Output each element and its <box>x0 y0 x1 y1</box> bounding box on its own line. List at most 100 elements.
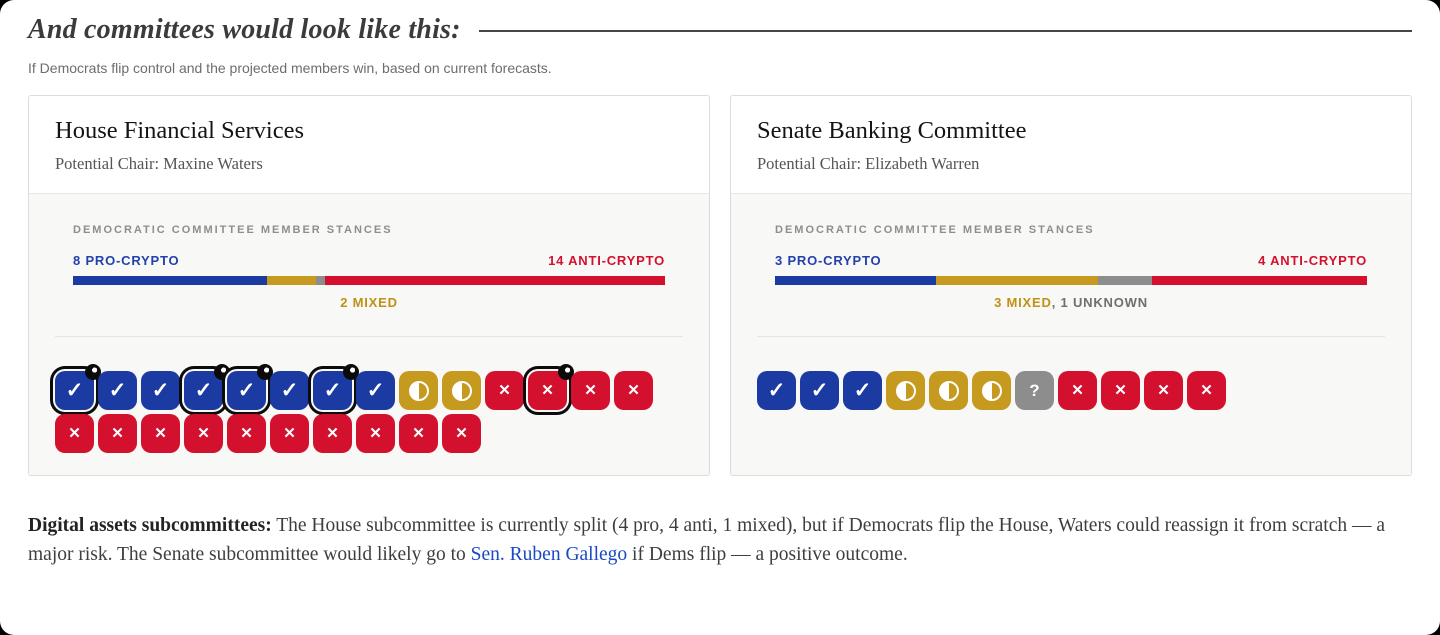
page-title: And committees would look like this: <box>28 14 461 45</box>
bar-segment-unknown <box>315 276 326 286</box>
bar-segment-mixed <box>936 276 1098 286</box>
member-grid: ✓ ✓ ✓ ✓ ✓ ✓ ✓ ✓ ✕ ✕ ✕ ✕ ✕ ✕ ✕ ✕ ✕ ✕ ✕ ✕ ✕ ✕ <box>55 364 683 454</box>
check-icon: ✓ <box>323 379 342 403</box>
card-header: Senate Banking Committee Potential Chair… <box>731 96 1411 193</box>
footnote-lead: Digital assets subcommittees: <box>28 515 272 537</box>
bar-segment-anti <box>1151 276 1367 286</box>
half-circle-icon <box>938 380 959 401</box>
bar-segment-anti <box>325 276 665 286</box>
section-divider <box>55 336 683 338</box>
member-tile-anti[interactable]: ✕ <box>1101 371 1140 411</box>
member-tile-unknown[interactable]: ? <box>1015 371 1054 411</box>
check-icon: ✓ <box>810 379 829 403</box>
member-tile-anti[interactable]: ✕ <box>227 414 266 454</box>
card-body: DEMOCRATIC COMMITTEE MEMBER STANCES 3 PR… <box>731 193 1411 476</box>
page-header: And committees would look like this: If … <box>28 12 1412 76</box>
member-tile-pro-flagged[interactable]: ✓ <box>227 364 273 411</box>
stances-section: DEMOCRATIC COMMITTEE MEMBER STANCES 8 PR… <box>55 224 683 310</box>
footnote-text-after-link: if Dems flip — a positive outcome. <box>627 544 908 566</box>
member-tile-pro[interactable]: ✓ <box>843 371 882 411</box>
member-tile-anti[interactable]: ✕ <box>442 414 481 454</box>
check-icon: ✓ <box>108 379 127 403</box>
check-icon: ✓ <box>767 379 786 403</box>
check-icon: ✓ <box>366 379 385 403</box>
section-divider <box>757 336 1385 338</box>
x-icon: ✕ <box>541 382 554 400</box>
member-tile-anti[interactable]: ✕ <box>614 371 653 411</box>
question-icon: ? <box>1029 381 1040 401</box>
member-tile-pro-flagged[interactable]: ✓ <box>313 364 359 411</box>
half-circle-icon <box>451 380 472 401</box>
committee-card-house: House Financial Services Potential Chair… <box>28 95 710 477</box>
committee-chair: Potential Chair: Maxine Waters <box>55 154 263 174</box>
x-icon: ✕ <box>197 425 210 443</box>
stances-heading: DEMOCRATIC COMMITTEE MEMBER STANCES <box>73 224 393 237</box>
member-tile-mixed[interactable] <box>972 371 1011 411</box>
committee-cards: House Financial Services Potential Chair… <box>28 95 1412 477</box>
member-tile-anti[interactable]: ✕ <box>399 414 438 454</box>
mixed-count-label: 2 MIXED <box>340 295 398 311</box>
member-tile-pro[interactable]: ✓ <box>98 371 137 411</box>
member-tile-anti[interactable]: ✕ <box>1144 371 1183 411</box>
x-icon: ✕ <box>111 425 124 443</box>
bar-segment-pro <box>775 276 937 286</box>
member-tile-pro[interactable]: ✓ <box>141 371 180 411</box>
x-icon: ✕ <box>154 425 167 443</box>
member-tile-pro-flagged[interactable]: ✓ <box>55 364 101 411</box>
x-icon: ✕ <box>498 382 511 400</box>
committee-card-senate: Senate Banking Committee Potential Chair… <box>730 95 1412 477</box>
mixed-labels: 2 MIXED <box>73 295 665 310</box>
check-icon: ✓ <box>65 379 84 403</box>
member-tile-anti[interactable]: ✕ <box>571 371 610 411</box>
stance-bar <box>775 276 1367 286</box>
gallego-link[interactable]: Sen. Ruben Gallego <box>470 544 628 566</box>
anti-count-label: 4 ANTI-CRYPTO <box>1258 253 1367 269</box>
heading-rule <box>478 30 1412 33</box>
member-tile-mixed[interactable] <box>929 371 968 411</box>
x-icon: ✕ <box>412 425 425 443</box>
stances-section: DEMOCRATIC COMMITTEE MEMBER STANCES 3 PR… <box>757 224 1385 310</box>
committee-title: House Financial Services <box>55 117 305 145</box>
member-tile-mixed[interactable] <box>886 371 925 411</box>
stances-heading: DEMOCRATIC COMMITTEE MEMBER STANCES <box>775 224 1095 237</box>
member-tile-pro-flagged[interactable]: ✓ <box>184 364 230 411</box>
stance-bar <box>73 276 665 286</box>
member-tile-mixed[interactable] <box>399 371 438 411</box>
member-tile-anti[interactable]: ✕ <box>1058 371 1097 411</box>
bar-labels: 3 PRO-CRYPTO 4 ANTI-CRYPTO <box>775 253 1367 268</box>
member-tile-anti[interactable]: ✕ <box>55 414 94 454</box>
member-tile-pro[interactable]: ✓ <box>800 371 839 411</box>
page-subtitle: If Democrats flip control and the projec… <box>28 60 552 77</box>
half-circle-icon <box>408 380 429 401</box>
bar-labels: 8 PRO-CRYPTO 14 ANTI-CRYPTO <box>73 253 665 268</box>
member-tile-anti[interactable]: ✕ <box>485 371 524 411</box>
x-icon: ✕ <box>369 425 382 443</box>
member-tile-anti[interactable]: ✕ <box>1187 371 1226 411</box>
bar-segment-pro <box>73 276 268 286</box>
check-icon: ✓ <box>280 379 299 403</box>
half-circle-icon <box>895 380 916 401</box>
member-tile-anti[interactable]: ✕ <box>313 414 352 454</box>
member-tile-anti[interactable]: ✕ <box>270 414 309 454</box>
member-tile-anti-flagged[interactable]: ✕ <box>528 364 574 411</box>
member-tile-pro[interactable]: ✓ <box>270 371 309 411</box>
member-tile-anti[interactable]: ✕ <box>356 414 395 454</box>
card-header: House Financial Services Potential Chair… <box>29 96 709 193</box>
check-icon: ✓ <box>237 379 256 403</box>
member-tile-pro[interactable]: ✓ <box>356 371 395 411</box>
footnote-text-before-link: The House subcommittee is currently spli… <box>28 515 1385 566</box>
unknown-count-label: , 1 UNKNOWN <box>1051 295 1148 311</box>
member-tile-anti[interactable]: ✕ <box>141 414 180 454</box>
member-tile-anti[interactable]: ✕ <box>184 414 223 454</box>
member-tile-pro[interactable]: ✓ <box>757 371 796 411</box>
pro-count-label: 8 PRO-CRYPTO <box>73 253 180 269</box>
card-body: DEMOCRATIC COMMITTEE MEMBER STANCES 8 PR… <box>29 193 709 476</box>
member-tile-mixed[interactable] <box>442 371 481 411</box>
pro-count-label: 3 PRO-CRYPTO <box>775 253 882 269</box>
heading-row: And committees would look like this: <box>28 12 1412 46</box>
x-icon: ✕ <box>1114 382 1127 400</box>
x-icon: ✕ <box>1200 382 1213 400</box>
member-tile-anti[interactable]: ✕ <box>98 414 137 454</box>
x-icon: ✕ <box>627 382 640 400</box>
